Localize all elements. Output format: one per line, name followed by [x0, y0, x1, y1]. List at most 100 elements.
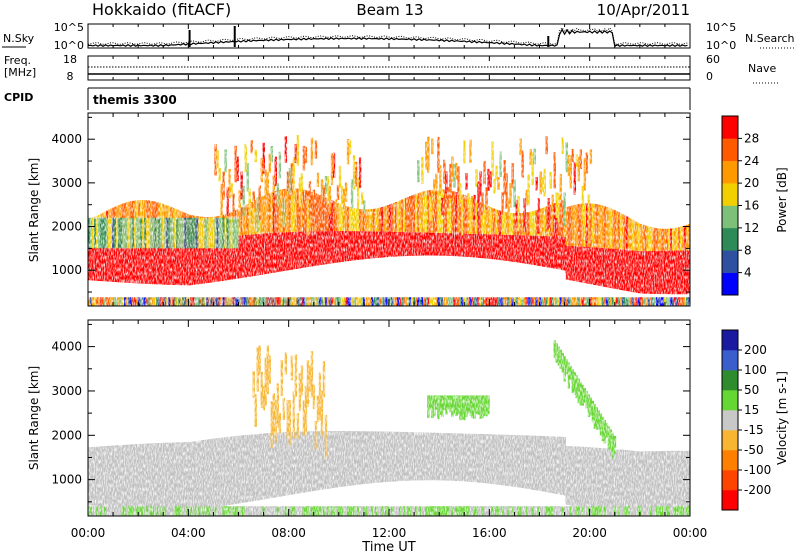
- velocity-ground-column: [140, 443, 143, 509]
- velocity-near-range: [250, 506, 253, 516]
- velocity-ground-column: [631, 450, 635, 516]
- velocity-near-range: [336, 506, 340, 516]
- power-green-column: [204, 217, 207, 249]
- power-band-column: [184, 242, 187, 286]
- power-patch: [451, 156, 454, 182]
- power-upper-column: [669, 228, 673, 251]
- power-upper-column: [535, 209, 538, 236]
- velocity-near-range: [208, 506, 211, 516]
- power-upper-column: [260, 196, 263, 234]
- velocity-near-range: [589, 506, 593, 516]
- power-band-column: [435, 232, 438, 256]
- power-upper-column: [465, 195, 468, 234]
- velocity-ground-column: [178, 442, 181, 511]
- velocity-ylabel: Slant Range [km]: [27, 366, 41, 470]
- velocity-ground-column: [310, 431, 314, 492]
- power-band-column: [499, 234, 502, 261]
- power-green-column: [170, 217, 173, 249]
- velocity-green-patch: [597, 410, 601, 430]
- power-band-column: [397, 231, 400, 257]
- power-near-range: [364, 297, 368, 306]
- velocity-green-patch: [613, 435, 617, 454]
- power-band-column: [378, 231, 382, 258]
- velocity-ground-column: [188, 442, 191, 511]
- power-patch: [539, 171, 542, 195]
- power-upper-column: [409, 196, 412, 233]
- power-band-column: [399, 231, 402, 257]
- power-patch: [336, 185, 340, 201]
- power-upper-column: [411, 195, 414, 233]
- velocity-near-range: [493, 506, 496, 516]
- velocity-orange-patch: [278, 413, 282, 434]
- power-near-range: [386, 297, 390, 306]
- power-band-column: [332, 231, 336, 264]
- power-near-range: [362, 297, 366, 306]
- velocity-ground-column: [543, 436, 546, 492]
- power-near-range: [473, 297, 476, 306]
- velocity-ground-column: [413, 432, 416, 481]
- power-near-range: [286, 297, 290, 306]
- velocity-near-range: [603, 506, 607, 516]
- power-band-column: [308, 231, 312, 267]
- power-upper-column: [389, 204, 392, 232]
- velocity-ground-column: [226, 436, 229, 506]
- power-near-range: [202, 297, 205, 306]
- power-green-column: [154, 217, 157, 249]
- velocity-orange-patch: [274, 399, 278, 442]
- power-band-column: [543, 236, 546, 267]
- velocity-ground-column: [338, 430, 342, 488]
- velocity-near-range: [374, 506, 378, 516]
- power-upper-column: [565, 207, 568, 246]
- power-near-range: [374, 297, 378, 306]
- velocity-ground-column: [499, 434, 502, 485]
- velocity-near-range: [583, 506, 587, 516]
- power-patch: [497, 177, 500, 190]
- velocity-colorbar-swatch: [722, 490, 738, 511]
- power-patch: [589, 149, 593, 165]
- velocity-ground-column: [487, 434, 490, 484]
- power-near-range: [447, 297, 450, 306]
- velocity-near-range: [419, 506, 422, 516]
- power-band-column: [376, 231, 380, 258]
- velocity-green-patch: [567, 362, 570, 389]
- power-patch: [575, 154, 579, 167]
- power-band-column: [659, 250, 663, 295]
- power-band-column: [134, 244, 137, 284]
- power-near-range: [112, 297, 115, 306]
- velocity-near-range: [346, 506, 350, 516]
- power-patch: [487, 168, 490, 191]
- power-near-range: [226, 297, 229, 306]
- power-near-range: [449, 297, 452, 306]
- velocity-near-range: [579, 506, 583, 516]
- power-near-range: [405, 297, 408, 306]
- power-patch: [417, 160, 420, 183]
- power-patch: [511, 163, 514, 189]
- velocity-ground-column: [541, 436, 544, 492]
- velocity-near-range: [202, 506, 205, 516]
- power-band-column: [94, 246, 97, 281]
- velocity-ground-column: [198, 440, 201, 510]
- power-upper-column: [300, 189, 304, 232]
- power-green-column: [230, 217, 233, 249]
- power-upper-column: [242, 206, 245, 236]
- velocity-ground-column: [384, 431, 388, 482]
- velocity-near-range: [559, 506, 562, 516]
- power-upper-column: [503, 211, 506, 235]
- power-patch: [284, 136, 288, 163]
- velocity-green-patch: [475, 395, 478, 414]
- power-patch: [250, 140, 253, 154]
- velocity-near-range: [190, 506, 193, 516]
- power-band-column: [657, 250, 661, 295]
- power-patch: [256, 197, 259, 232]
- power-band-column: [320, 231, 324, 265]
- velocity-near-range: [238, 506, 241, 516]
- velocity-ground-column: [527, 435, 530, 490]
- power-near-range: [268, 297, 272, 306]
- velocity-near-range: [415, 506, 418, 516]
- velocity-ground-column: [419, 432, 422, 481]
- power-upper-column: [577, 204, 581, 247]
- power-near-range: [443, 297, 446, 306]
- velocity-near-range: [557, 506, 560, 516]
- velocity-orange-patch: [264, 357, 267, 407]
- velocity-ground-column: [423, 432, 426, 481]
